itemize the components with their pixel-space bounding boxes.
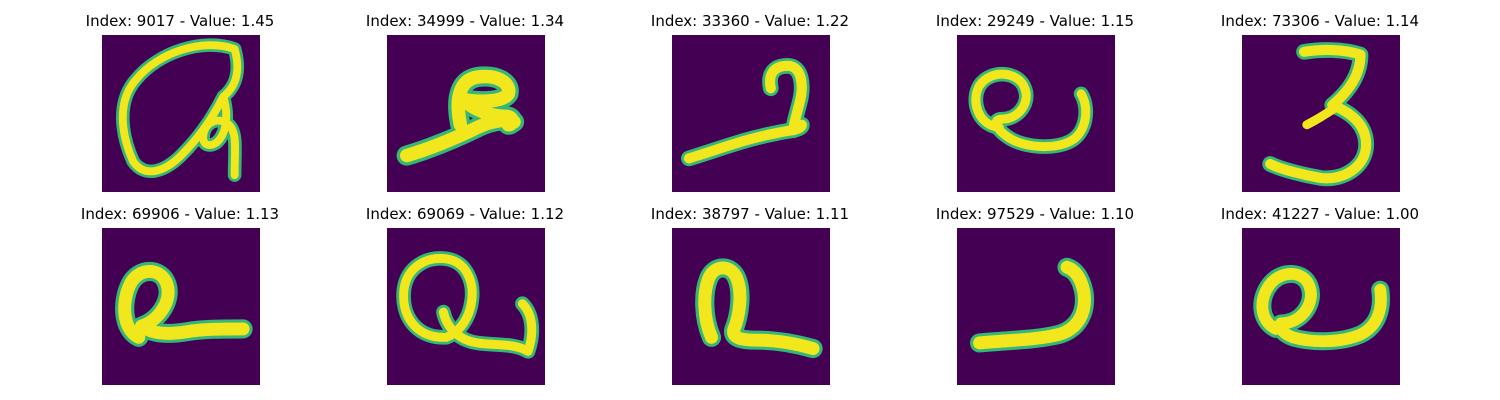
image-panel-5: Index: 73306 - Value: 1.14	[1170, 0, 1470, 195]
handwritten-digit-image	[957, 35, 1115, 192]
panel-title: Index: 38797 - Value: 1.11	[650, 205, 850, 223]
panel-title: Index: 41227 - Value: 1.00	[1220, 205, 1420, 223]
image-panel-6: Index: 69906 - Value: 1.13	[30, 193, 330, 388]
handwritten-digit-image	[1242, 228, 1400, 385]
panel-title: Index: 73306 - Value: 1.14	[1220, 12, 1420, 30]
image-panel-3: Index: 33360 - Value: 1.22	[600, 0, 900, 195]
panel-title: Index: 29249 - Value: 1.15	[935, 12, 1135, 30]
image-panel-9: Index: 97529 - Value: 1.10	[885, 193, 1185, 388]
panel-title: Index: 9017 - Value: 1.45	[85, 12, 275, 30]
panel-title: Index: 69906 - Value: 1.13	[80, 205, 280, 223]
image-panel-7: Index: 69069 - Value: 1.12	[315, 193, 615, 388]
handwritten-digit-image	[1242, 35, 1400, 192]
image-panel-8: Index: 38797 - Value: 1.11	[600, 193, 900, 388]
handwritten-digit-image	[957, 228, 1115, 385]
image-panel-2: Index: 34999 - Value: 1.34	[315, 0, 615, 195]
handwritten-digit-image	[672, 35, 830, 192]
image-panel-1: Index: 9017 - Value: 1.45	[30, 0, 330, 195]
panel-title: Index: 97529 - Value: 1.10	[935, 205, 1135, 223]
handwritten-digit-image	[387, 35, 545, 192]
image-panel-10: Index: 41227 - Value: 1.00	[1170, 193, 1470, 388]
handwritten-digit-image	[387, 228, 545, 385]
panel-title: Index: 69069 - Value: 1.12	[365, 205, 565, 223]
handwritten-digit-image	[672, 228, 830, 385]
image-panel-4: Index: 29249 - Value: 1.15	[885, 0, 1185, 195]
panel-title: Index: 33360 - Value: 1.22	[650, 12, 850, 30]
handwritten-digit-image	[102, 35, 260, 192]
handwritten-digit-image	[102, 228, 260, 385]
panel-title: Index: 34999 - Value: 1.34	[365, 12, 565, 30]
